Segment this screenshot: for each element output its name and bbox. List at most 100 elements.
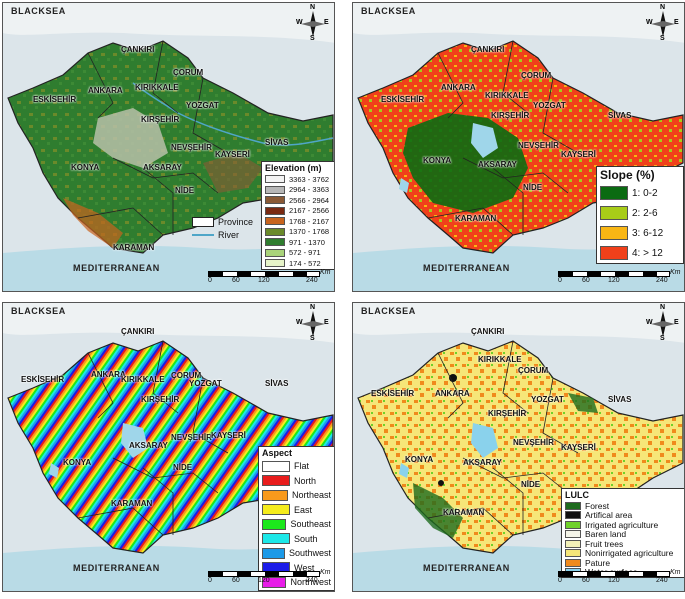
legend-item: Artifical area (562, 510, 684, 520)
compass-w: W (646, 19, 653, 26)
legend-swatch (600, 246, 628, 260)
slope-map-panel: BLACKSEA MEDITERRANEAN ÇANKIRI ÇORUM ESK… (352, 2, 685, 292)
city-label-kirsehir: KIRŞEHİR (491, 111, 530, 120)
legend-swatch (565, 520, 581, 529)
lulc-map-panel: BLACKSEA MEDITERRANEAN ÇANKIRI ÇORUM ESK… (352, 302, 685, 592)
legend-swatch (265, 238, 285, 247)
legend-label: Fruit trees (585, 538, 624, 549)
legend-swatch (600, 206, 628, 220)
legend-item: 1768 - 2167 (262, 216, 334, 227)
city-label-eskisehir: ESKİSEHİR (21, 375, 65, 384)
legend-item: Flat (259, 459, 334, 474)
elevation-map (3, 3, 334, 291)
city-label-konya: KONYA (423, 156, 452, 165)
scale-tick-240: 240 (656, 277, 668, 284)
city-label-nide: NİDE (521, 480, 541, 489)
legend-item: East (259, 503, 334, 518)
legend-item: 2566 - 2964 (262, 195, 334, 206)
blacksea-label: BLACKSEA (11, 6, 66, 16)
legend-label: Southeast (290, 519, 331, 530)
aspect-map-panel: BLACKSEA MEDITERRANEAN ÇANKIRI ÇORUM ESK… (2, 302, 335, 592)
legend-item: 3: 6-12 (597, 223, 683, 243)
legend-label: 1768 - 2167 (289, 216, 330, 226)
province-label: Province (218, 216, 254, 227)
city-label-aksaray: AKSARAY (463, 458, 502, 467)
legend-swatch (262, 489, 288, 501)
city-label-nide: NİDE (523, 183, 543, 192)
scale-tick-240: 240 (306, 277, 318, 284)
compass-e: E (674, 19, 679, 26)
scale-bar: 0 60 120 240 Km (558, 267, 681, 287)
mediterranean-label: MEDITERRANEAN (423, 263, 510, 273)
city-label-kirsehir: KIRŞEHİR (141, 395, 180, 404)
province-river-legend: Province River (189, 215, 256, 241)
city-label-aksaray: AKSARAY (478, 160, 517, 169)
scale-tick-120: 120 (608, 277, 620, 284)
city-label-yozgat: YOZGAT (533, 101, 566, 110)
city-label-sivas: SİVAS (265, 379, 289, 388)
compass-n: N (660, 304, 666, 311)
legend-title: Aspect (262, 448, 293, 458)
city-label-konya: KONYA (405, 455, 434, 464)
city-label-aksaray: AKSARAY (143, 163, 182, 172)
city-label-yozgat: YOZGAT (186, 101, 219, 110)
scale-unit: Km (320, 569, 331, 576)
legend-swatch (265, 227, 285, 236)
city-label-corum: ÇORUM (171, 371, 202, 380)
legend-swatch (265, 217, 285, 226)
legend-swatch (262, 518, 287, 530)
city-label-karaman: KARAMAN (455, 214, 497, 223)
legend-label: 3: 6-12 (632, 227, 664, 239)
scale-tick-0: 0 (558, 277, 562, 284)
compass-s: S (660, 35, 665, 42)
city-label-kayseri: KAYSERİ (211, 431, 246, 440)
legend-item: 174 - 572 (262, 258, 334, 269)
scale-bar: 0 60 120 240 Km (208, 567, 331, 587)
scale-bar-graphic (208, 571, 320, 577)
scale-tick-120: 120 (258, 577, 270, 584)
city-label-ankara: ANKARA (435, 389, 470, 398)
legend-swatch (265, 175, 285, 184)
city-label-nevsehir: NEVŞEHİR (171, 433, 212, 442)
city-label-konya: KONYA (63, 458, 92, 467)
legend-swatch (565, 501, 581, 510)
scale-tick-120: 120 (258, 277, 270, 284)
city-label-yozgat: YOZGAT (531, 395, 564, 404)
legend-swatch (565, 511, 581, 520)
legend-swatch (262, 576, 287, 588)
city-label-nide: NİDE (175, 186, 195, 195)
blacksea-label: BLACKSEA (11, 306, 66, 316)
city-label-corum: ÇORUM (518, 366, 549, 375)
legend-label: 2964 - 3363 (289, 185, 330, 195)
legend-swatch (600, 226, 628, 240)
scale-tick-60: 60 (232, 577, 240, 584)
legend-swatch (565, 558, 581, 567)
scale-tick-60: 60 (232, 277, 240, 284)
legend-label: Forest (585, 500, 610, 511)
legend-swatch (265, 196, 285, 205)
legend-item: 572 - 971 (262, 248, 334, 259)
compass-rose-icon (651, 11, 675, 37)
scale-tick-0: 0 (558, 577, 562, 584)
legend-swatch (262, 504, 290, 516)
legend-swatch (265, 185, 285, 194)
city-label-kayseri: KAYSERİ (215, 150, 250, 159)
legend-item: Forest (562, 500, 684, 511)
legend-item: 2964 - 3363 (262, 185, 334, 196)
scale-tick-240: 240 (656, 577, 668, 584)
scale-tick-120: 120 (608, 577, 620, 584)
legend-item: Baren land (562, 529, 684, 539)
legend-label: 1370 - 1768 (289, 227, 330, 237)
legend-item: 971 - 1370 (262, 237, 334, 248)
compass-w: W (296, 319, 303, 326)
aspect-legend: Aspect Flat North Northeast East Southeast So… (258, 446, 334, 591)
scale-tick-60: 60 (582, 577, 590, 584)
city-label-yozgat: YOZGAT (189, 379, 222, 388)
city-label-cankiri: ÇANKIRI (121, 327, 155, 336)
city-label-nide: NİDE (173, 463, 193, 472)
compass-w: W (646, 319, 653, 326)
city-label-cankiri: ÇANKIRI (471, 327, 505, 336)
north-arrow-icon: N S W E (296, 304, 329, 342)
legend-item: 4: > 12 (597, 243, 683, 263)
legend-label: West (294, 562, 315, 573)
